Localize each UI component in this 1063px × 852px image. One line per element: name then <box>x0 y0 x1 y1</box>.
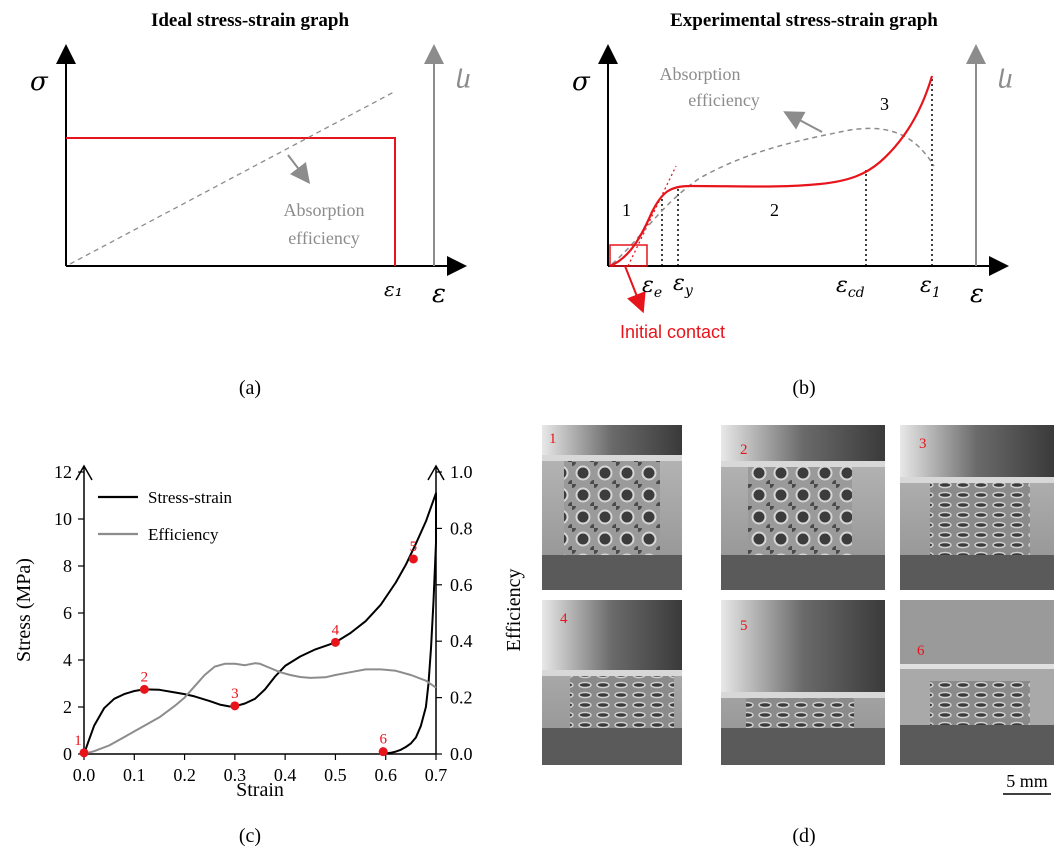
scale-bar-label: 5 mm <box>1006 771 1048 791</box>
panel-a-efficiency-line <box>69 91 395 265</box>
photo-1-label: 1 <box>549 431 557 447</box>
photo-2: 2 <box>721 425 885 590</box>
photo-6: 6 <box>900 600 1054 765</box>
legend-label-efficiency: Efficiency <box>148 525 219 544</box>
panel-a-annotation-arrow <box>287 154 311 184</box>
photo-5-label: 5 <box>740 618 748 634</box>
x-tick-label: 0.0 <box>73 765 96 785</box>
panel-b-marker-e: εe <box>642 273 662 301</box>
panel-a-sigma-label: σ <box>30 67 49 97</box>
panel-d-label: (d) <box>792 825 815 847</box>
marker-point-6 <box>378 747 388 757</box>
chart-left-axis-arrow <box>75 464 93 481</box>
photo-2-label: 2 <box>740 442 748 458</box>
y2-tick-label: 1.0 <box>450 462 473 482</box>
y-tick-label: 12 <box>54 462 72 482</box>
panel-b-marker-y: εy <box>673 271 694 299</box>
panel-b-initial-contact-box <box>609 244 648 267</box>
x-tick-label: 0.3 <box>224 765 247 785</box>
y-tick-label: 6 <box>63 603 72 623</box>
panel-b-eta-label: η <box>998 67 1014 97</box>
marker-point-label-2: 2 <box>141 669 149 685</box>
x-tick-label: 0.5 <box>324 765 347 785</box>
panel-b-sigma-label: σ <box>572 67 591 97</box>
panel-c-chart: 0.0 0.1 0.2 0.3 0.4 0.5 0.6 0.70246810120.00.20… <box>13 462 525 847</box>
panel-b-marker-cd: εcd <box>836 273 865 301</box>
marker-point-label-3: 3 <box>231 686 239 702</box>
y-tick-label: 2 <box>63 697 72 717</box>
marker-point-1 <box>79 748 89 758</box>
chart-xlabel: Strain <box>236 779 284 801</box>
panel-b-annotation-line2: efficiency <box>688 90 760 110</box>
panel-c-label: (c) <box>239 825 261 847</box>
marker-point-2 <box>139 684 149 694</box>
photo-6-label: 6 <box>917 643 925 659</box>
x-tick-label: 0.7 <box>425 765 448 785</box>
y2-tick-label: 0.0 <box>450 744 473 764</box>
panel-a-annotation-line2: efficiency <box>288 228 360 248</box>
marker-point-label-6: 6 <box>379 732 387 748</box>
panel-b-initial-contact-arrow <box>624 265 646 314</box>
chart-y2label: Efficiency <box>503 569 525 652</box>
x-tick-label: 0.2 <box>173 765 196 785</box>
panel-b-region-2: 2 <box>770 200 779 220</box>
panel-b-marker-e1: ε1 <box>920 273 941 301</box>
photo-4: 4 <box>542 600 682 765</box>
panel-b-efficiency-curve <box>611 127 935 265</box>
photo-5: 5 <box>721 600 885 765</box>
y-tick-label: 10 <box>54 509 72 529</box>
marker-point-5 <box>408 554 418 564</box>
x-tick-label: 0.1 <box>123 765 146 785</box>
chart-right-axis-arrow <box>427 464 445 481</box>
x-tick-label: 0.6 <box>374 765 397 785</box>
y2-tick-label: 0.8 <box>450 518 473 538</box>
panel-b-annotation-line1: Absorption <box>660 64 741 84</box>
y2-tick-label: 0.2 <box>450 688 473 708</box>
legend-label-stress: Stress-strain <box>148 488 233 507</box>
panel-d: 1 2 3 4 <box>542 425 1054 847</box>
panel-a-annotation-line1: Absorption <box>284 200 365 220</box>
panel-b-title: Experimental stress-strain graph <box>670 10 938 31</box>
y2-tick-label: 0.6 <box>450 575 473 595</box>
panel-b-label: (b) <box>792 377 815 399</box>
panel-a-e1-label: ε₁ <box>384 277 403 301</box>
y-tick-label: 0 <box>63 744 72 764</box>
panel-a-eta-label: η <box>456 67 472 97</box>
panel-b-stress-curve <box>609 75 934 268</box>
panel-b-initial-contact-label: Initial contact <box>620 322 725 342</box>
marker-point-label-5: 5 <box>410 539 418 555</box>
efficiency-line <box>83 662 437 755</box>
marker-point-3 <box>230 701 240 711</box>
panel-b-annotation-arrow <box>783 111 823 133</box>
panel-a-ideal-curve <box>66 137 396 266</box>
panel-a-title: Ideal stress-strain graph <box>151 10 350 31</box>
marker-point-label-4: 4 <box>332 622 340 638</box>
photo-1: 1 <box>542 425 682 590</box>
chart-ylabel: Stress (MPa) <box>13 558 35 662</box>
panel-b-region-1: 1 <box>622 200 631 220</box>
photo-3-label: 3 <box>919 436 927 452</box>
panel-a: Ideal stress-strain graph σ η ε ε₁ Absor… <box>30 10 472 399</box>
marker-point-4 <box>330 637 340 647</box>
y2-tick-label: 0.4 <box>450 631 473 651</box>
panel-b-epsilon-label: ε <box>970 279 984 309</box>
stress-strain-line <box>83 492 437 755</box>
y-tick-label: 4 <box>63 650 72 670</box>
x-tick-label: 0.4 <box>274 765 297 785</box>
y-tick-label: 8 <box>63 556 72 576</box>
panel-a-epsilon-label: ε <box>432 279 446 309</box>
marker-point-label-1: 1 <box>74 733 82 749</box>
photo-3: 3 <box>900 425 1054 590</box>
photo-4-label: 4 <box>560 611 568 627</box>
panel-b-region-3: 3 <box>880 94 889 114</box>
panel-a-label: (a) <box>239 377 261 399</box>
panel-b-tangent-line <box>627 165 677 267</box>
panel-b: Experimental stress-strain graph σ η ε I… <box>572 10 1014 399</box>
